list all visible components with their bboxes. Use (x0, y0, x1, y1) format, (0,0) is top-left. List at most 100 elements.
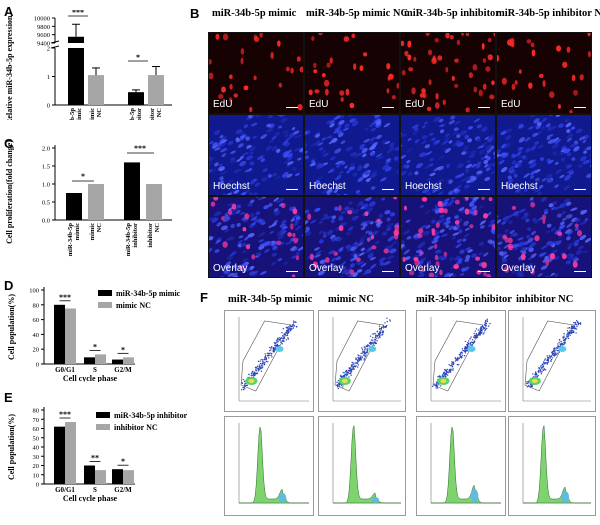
scatter-dot (261, 367, 264, 369)
scatter-dot (374, 332, 376, 335)
scatter-dot (447, 371, 450, 373)
overlay-nucleus (464, 208, 470, 215)
scatter-dot (539, 368, 542, 371)
hoechst-nucleus (509, 229, 515, 235)
hoechst-nucleus (368, 251, 374, 256)
hoechst-nucleus (369, 263, 377, 270)
scatter-dot (260, 366, 262, 369)
f-histogram-4 (508, 416, 596, 516)
hoechst-nucleus (475, 161, 482, 167)
hoechst-nucleus (305, 209, 310, 214)
edu-nucleus (222, 33, 229, 41)
hoechst-nucleus (209, 140, 214, 145)
scatter-dot (379, 335, 381, 338)
scatter-dot (250, 372, 253, 375)
scatter-dot (286, 334, 288, 337)
hoechst-nucleus (386, 255, 395, 260)
scatter-dot (471, 344, 474, 346)
chart-d-legend-1: miR-34b-5p mimic (116, 289, 181, 298)
hoechst-nucleus (335, 193, 340, 195)
hoechst-nucleus (229, 252, 236, 257)
chart-d-xlabel: Cell cycle phase (63, 374, 118, 382)
hoechst-nucleus (226, 192, 232, 195)
hoechst-nucleus (484, 163, 489, 168)
scatter-dot (550, 360, 552, 362)
hoechst-nucleus (552, 125, 557, 130)
overlay-nucleus (275, 240, 282, 246)
edu-nucleus (579, 74, 584, 81)
overlay-nucleus (434, 243, 438, 249)
hoechst-nucleus (356, 193, 361, 195)
edu-nucleus (518, 69, 522, 74)
hoechst-nucleus (269, 139, 274, 143)
b-tile-overlay-1: Overlay (208, 196, 304, 278)
edu-nucleus (454, 58, 459, 63)
hoechst-nucleus (422, 125, 426, 129)
scatter-dot (252, 373, 255, 376)
scatter-dot (357, 356, 359, 359)
chart-c-category: inhibitor (132, 223, 139, 248)
scatter-dot (348, 372, 350, 375)
hoechst-nucleus (271, 242, 276, 247)
scatter-dot (295, 325, 298, 328)
hoechst-nucleus (258, 232, 266, 237)
chart-d-category: G2/M (114, 366, 132, 374)
edu-nucleus (343, 36, 350, 42)
scatter-dot (442, 373, 445, 375)
scatter-dot (563, 336, 565, 339)
hoechst-nucleus (318, 239, 324, 244)
hoechst-nucleus (228, 236, 236, 241)
cell-nuclei (497, 115, 591, 195)
scatter-dot (263, 363, 266, 365)
scatter-dot (259, 360, 261, 362)
hoechst-nucleus (329, 123, 335, 128)
hoechst-nucleus (331, 257, 337, 262)
panel-label-c: C (4, 136, 14, 151)
scatter-dot (463, 347, 466, 349)
scatter-dot (340, 374, 342, 377)
hoechst-nucleus (352, 172, 358, 177)
hoechst-nucleus (271, 145, 278, 151)
scatter-dot (446, 368, 449, 371)
edu-nucleus (413, 56, 417, 62)
overlay-nucleus (291, 274, 296, 277)
hoechst-nucleus (305, 131, 308, 135)
hoechst-nucleus (465, 163, 473, 169)
hoechst-nucleus (240, 212, 245, 215)
hoechst-nucleus (431, 239, 439, 244)
f-col-title-4: inhibitor NC (516, 294, 574, 305)
hoechst-nucleus (232, 275, 239, 277)
hoechst-nucleus (376, 155, 384, 160)
scatter-dot (449, 365, 452, 367)
hoechst-nucleus (425, 192, 432, 195)
hoechst-nucleus (557, 213, 562, 218)
scatter-dot (466, 344, 469, 347)
hoechst-nucleus (278, 125, 283, 129)
overlay-nucleus (349, 269, 355, 275)
overlay-nucleus (465, 197, 469, 201)
hoechst-nucleus (255, 211, 261, 216)
edu-nucleus (465, 107, 470, 113)
hoechst-nucleus (452, 143, 457, 147)
hoechst-nucleus (257, 155, 264, 160)
hoechst-nucleus (318, 163, 324, 168)
hoechst-nucleus (321, 150, 326, 154)
hoechst-nucleus (209, 236, 214, 241)
overlay-nucleus (542, 214, 547, 221)
hoechst-nucleus (222, 136, 227, 140)
hoechst-nucleus (360, 206, 365, 210)
hoechst-nucleus (224, 228, 230, 233)
edu-nucleus (538, 73, 544, 78)
hoechst-nucleus (497, 149, 502, 155)
hoechst-nucleus (350, 162, 355, 167)
panel-label-a: A (4, 4, 14, 19)
scatter-dot (543, 359, 546, 361)
hoechst-nucleus (497, 246, 501, 251)
scatter-gate (240, 320, 292, 392)
overlay-nucleus (486, 273, 492, 277)
chart-a: Relative miR-34b-5p expression 012940096… (5, 10, 172, 120)
edu-nucleus (487, 38, 492, 43)
chart-c-tick-label: 0.5 (42, 200, 50, 207)
